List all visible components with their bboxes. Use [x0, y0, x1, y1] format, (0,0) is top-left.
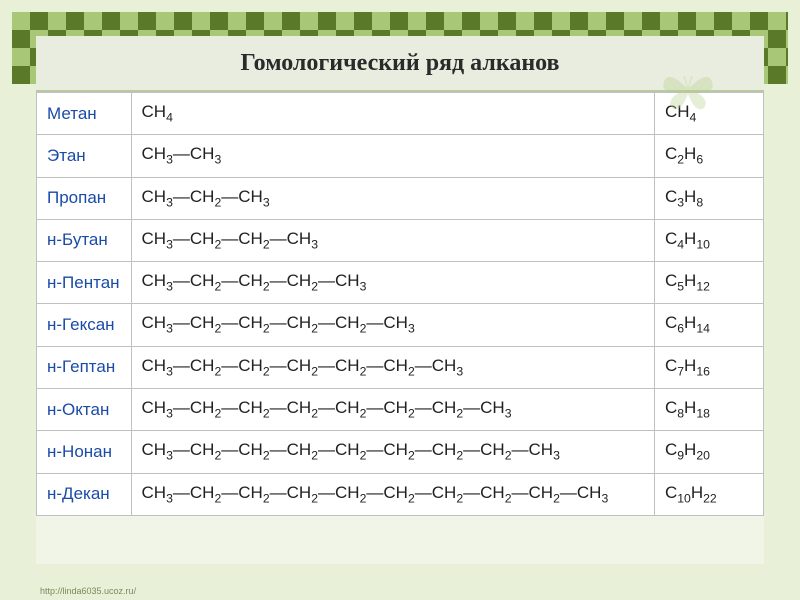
structural-formula-cell: CH3—CH2—CH2—CH2—CH2—CH2—CH3	[131, 346, 654, 388]
slide-frame: Гомологический ряд алканов МетанCH4CH4Эт…	[0, 0, 800, 600]
molecular-formula-cell: C8H18	[654, 388, 763, 430]
alkane-name-cell: н-Октан	[37, 388, 132, 430]
structural-formula-cell: CH3—CH3	[131, 135, 654, 177]
alkane-name-cell: Этан	[37, 135, 132, 177]
alkane-table: МетанCH4CH4ЭтанCH3—CH3C2H6ПропанCH3—CH2—…	[36, 92, 764, 516]
table-row: МетанCH4CH4	[37, 93, 764, 135]
alkane-name-cell: Метан	[37, 93, 132, 135]
molecular-formula-cell: C10H22	[654, 473, 763, 515]
table-row: н-БутанCH3—CH2—CH2—CH3C4H10	[37, 219, 764, 261]
title-bar: Гомологический ряд алканов	[36, 36, 764, 92]
table-row: ПропанCH3—CH2—CH3C3H8	[37, 177, 764, 219]
structural-formula-cell: CH3—CH2—CH2—CH3	[131, 219, 654, 261]
alkane-name-cell: н-Декан	[37, 473, 132, 515]
structural-formula-cell: CH3—CH2—CH2—CH2—CH2—CH2—CH2—CH2—CH2—CH3	[131, 473, 654, 515]
alkane-name-cell: Пропан	[37, 177, 132, 219]
structural-formula-cell: CH3—CH2—CH2—CH2—CH2—CH2—CH2—CH2—CH3	[131, 431, 654, 473]
alkane-name-cell: н-Пентан	[37, 262, 132, 304]
alkane-name-cell: н-Бутан	[37, 219, 132, 261]
footer-url: http://linda6035.ucoz.ru/	[40, 586, 136, 596]
alkane-table-wrap: МетанCH4CH4ЭтанCH3—CH3C2H6ПропанCH3—CH2—…	[36, 92, 764, 516]
alkane-name-cell: н-Гексан	[37, 304, 132, 346]
structural-formula-cell: CH3—CH2—CH2—CH2—CH2—CH3	[131, 304, 654, 346]
butterfly-icon	[658, 64, 718, 114]
table-row: ЭтанCH3—CH3C2H6	[37, 135, 764, 177]
table-row: н-ДеканCH3—CH2—CH2—CH2—CH2—CH2—CH2—CH2—C…	[37, 473, 764, 515]
molecular-formula-cell: C4H10	[654, 219, 763, 261]
slide-inner: Гомологический ряд алканов МетанCH4CH4Эт…	[36, 36, 764, 564]
table-row: н-ПентанCH3—CH2—CH2—CH2—CH3C5H12	[37, 262, 764, 304]
alkane-name-cell: н-Нонан	[37, 431, 132, 473]
page-title: Гомологический ряд алканов	[240, 50, 559, 77]
alkane-name-cell: н-Гептан	[37, 346, 132, 388]
molecular-formula-cell: C3H8	[654, 177, 763, 219]
molecular-formula-cell: C7H16	[654, 346, 763, 388]
structural-formula-cell: CH3—CH2—CH2—CH2—CH2—CH2—CH2—CH3	[131, 388, 654, 430]
structural-formula-cell: CH4	[131, 93, 654, 135]
table-row: н-ГептанCH3—CH2—CH2—CH2—CH2—CH2—CH3C7H16	[37, 346, 764, 388]
molecular-formula-cell: C2H6	[654, 135, 763, 177]
structural-formula-cell: CH3—CH2—CH3	[131, 177, 654, 219]
molecular-formula-cell: C5H12	[654, 262, 763, 304]
table-row: н-ГексанCH3—CH2—CH2—CH2—CH2—CH3C6H14	[37, 304, 764, 346]
table-row: н-ОктанCH3—CH2—CH2—CH2—CH2—CH2—CH2—CH3C8…	[37, 388, 764, 430]
structural-formula-cell: CH3—CH2—CH2—CH2—CH3	[131, 262, 654, 304]
molecular-formula-cell: C9H20	[654, 431, 763, 473]
molecular-formula-cell: C6H14	[654, 304, 763, 346]
table-row: н-НонанCH3—CH2—CH2—CH2—CH2—CH2—CH2—CH2—C…	[37, 431, 764, 473]
